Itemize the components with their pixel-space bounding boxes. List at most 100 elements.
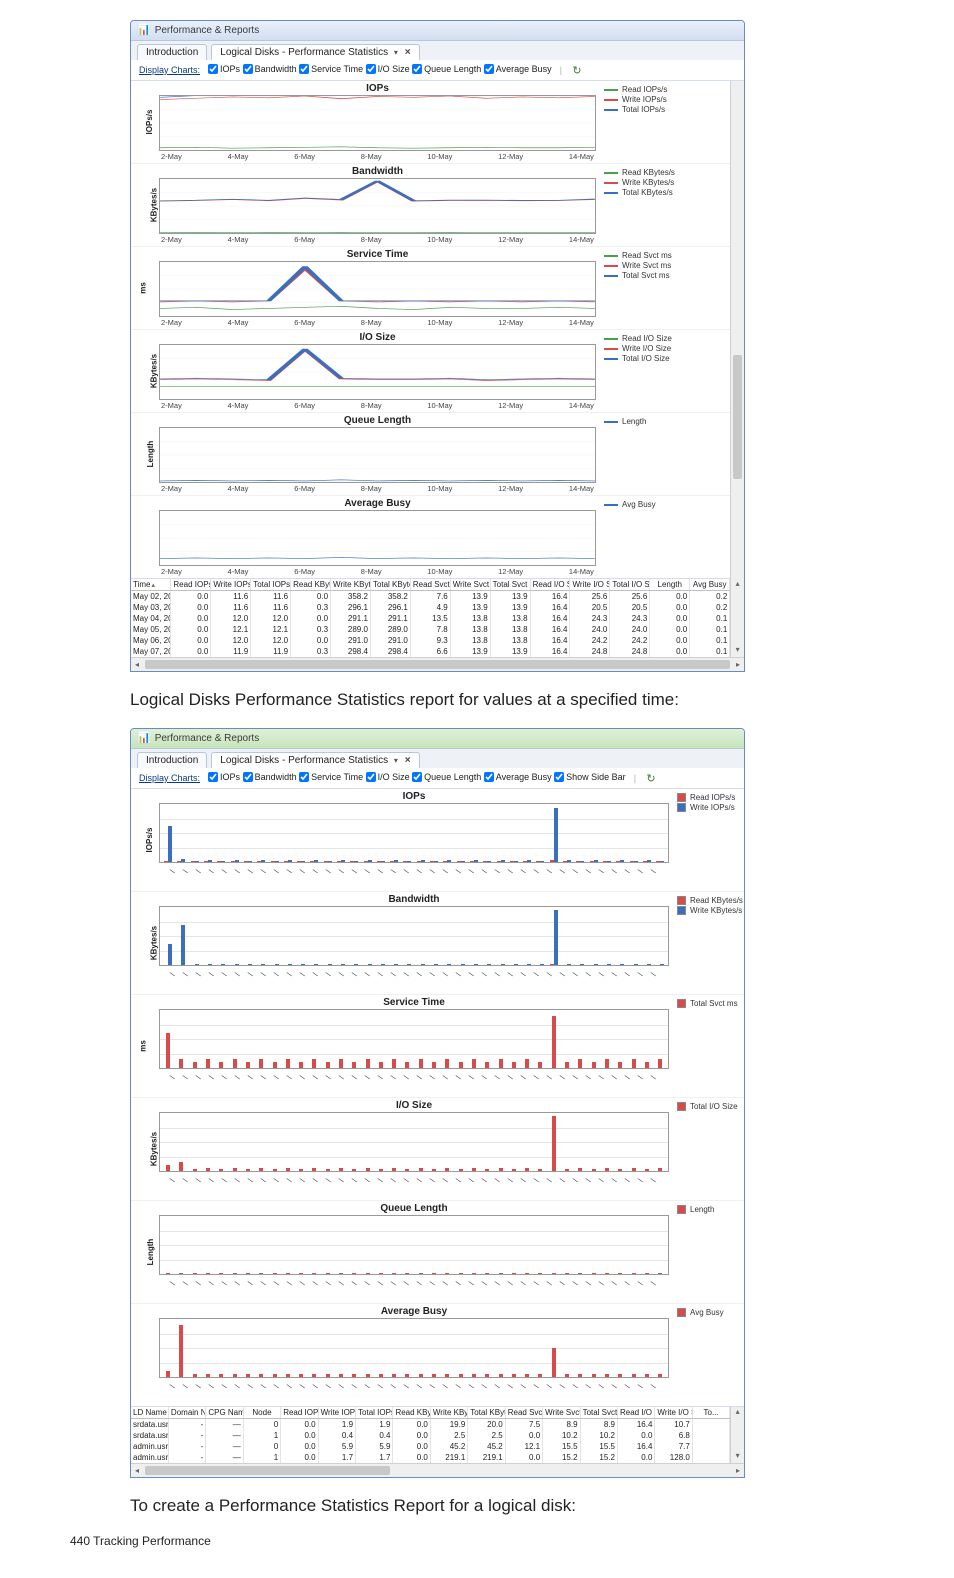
column-header[interactable]: Total KBytes/s — [468, 1407, 505, 1419]
table-row[interactable]: May 04, 2013 ...0.012.012.00.0291.1291.1… — [131, 613, 730, 624]
column-header[interactable]: Read KBytes/s — [393, 1407, 430, 1419]
y-axis-label: Length — [146, 441, 155, 468]
x-axis-ticks: |||||||||||||||||||||||||||||||||||||| — [159, 1378, 669, 1404]
legend-item: Write KBytes/s — [677, 906, 745, 915]
x-axis-ticks: |||||||||||||||||||||||||||||||||||||| — [159, 1275, 669, 1301]
toggle-iops[interactable]: IOPs — [208, 772, 240, 782]
legend: Read KBytes/sWrite KBytes/s — [673, 892, 745, 994]
table-row[interactable]: May 05, 2013 ...0.012.112.10.3289.0289.0… — [131, 624, 730, 635]
column-header[interactable]: Total I/O Size — [610, 579, 650, 591]
legend: Length — [673, 1201, 745, 1303]
column-header[interactable]: Read I/O Size — [530, 579, 570, 591]
column-header[interactable]: Read IOPs/s — [281, 1407, 318, 1419]
chart-plot — [159, 906, 669, 966]
column-header[interactable]: Node — [243, 1407, 280, 1419]
display-charts-label[interactable]: Display Charts: — [139, 65, 200, 75]
column-header[interactable]: Write I/O Size — [570, 579, 610, 591]
toggle-bandwidth[interactable]: Bandwidth — [243, 64, 297, 74]
table-row[interactable]: May 07, 2013 ...0.011.911.90.3298.4298.4… — [131, 646, 730, 657]
perf-window-a: 📊 Performance & Reports Introduction Log… — [130, 20, 745, 672]
chevron-down-icon[interactable]: ▾ — [394, 756, 398, 765]
chart-title: Service Time — [159, 249, 596, 260]
chart-plot — [159, 344, 596, 400]
column-header[interactable]: Write IOPs/s — [211, 579, 251, 591]
toggle-service-time[interactable]: Service Time — [299, 772, 363, 782]
close-icon[interactable]: × — [405, 47, 411, 58]
column-header[interactable]: Write Svct ms — [543, 1407, 580, 1419]
chevron-down-icon[interactable]: ▾ — [394, 48, 398, 57]
display-charts-label[interactable]: Display Charts: — [139, 773, 200, 783]
toggle-bandwidth[interactable]: Bandwidth — [243, 772, 297, 782]
column-header[interactable]: Domain Name — [168, 1407, 205, 1419]
y-axis-label: ms — [138, 1040, 147, 1052]
column-header[interactable]: Write Svct ms — [450, 579, 490, 591]
table-row[interactable]: May 06, 2013 ...0.012.012.00.0291.0291.0… — [131, 635, 730, 646]
column-header[interactable]: Write KBytes/s — [331, 579, 371, 591]
column-header[interactable]: Total IOPs/s — [356, 1407, 393, 1419]
chart-row-iops: IOPsIOPs/s||||||||||||||||||||||||||||||… — [131, 789, 745, 891]
toggle-average-busy[interactable]: Average Busy — [484, 64, 552, 74]
vertical-scrollbar[interactable] — [730, 81, 744, 579]
column-header[interactable]: Write I/O Size — [655, 1407, 692, 1419]
column-header[interactable]: Total Svct ms — [580, 1407, 617, 1419]
refresh-icon[interactable]: ↻ — [644, 771, 658, 785]
toggle-iops[interactable]: IOPs — [208, 64, 240, 74]
y-axis-label: IOPs/s — [145, 828, 154, 853]
table-row[interactable]: admin.usr.1-—10.01.71.70.0219.1219.10.01… — [131, 1452, 730, 1463]
y-axis-label: KBytes/s — [150, 188, 159, 222]
column-header[interactable]: Write IOPs/s — [318, 1407, 355, 1419]
column-header[interactable]: Total Svct ms — [490, 579, 530, 591]
chart-title: Queue Length — [159, 1203, 669, 1214]
legend-item: Write KBytes/s — [604, 178, 726, 187]
column-header[interactable]: Read Svct ms — [505, 1407, 542, 1419]
toggle-average-busy[interactable]: Average Busy — [484, 772, 552, 782]
tabs-row: Introduction Logical Disks - Performance… — [131, 749, 744, 768]
tab-logical-disks-perf-stats[interactable]: Logical Disks - Performance Statistics ▾… — [211, 752, 419, 768]
legend-item: Read Svct ms — [604, 251, 726, 260]
x-axis-ticks: 2-May4-May6-May8-May10-May12-May14-May — [159, 234, 596, 244]
toggle-service-time[interactable]: Service Time — [299, 64, 363, 74]
column-header[interactable]: Total KBytes/s — [370, 579, 410, 591]
toggle-i-o-size[interactable]: I/O Size — [366, 64, 410, 74]
column-header[interactable]: Length — [650, 579, 690, 591]
table-row[interactable]: May 03, 2013 ...0.011.611.60.3296.1296.1… — [131, 602, 730, 613]
column-header[interactable]: Read IOPs/s — [171, 579, 211, 591]
toggle-show-side-bar[interactable]: Show Side Bar — [554, 772, 626, 782]
legend-item: Total IOPs/s — [604, 105, 726, 114]
table-vertical-scrollbar[interactable]: ▴▾ — [730, 579, 744, 657]
chart-row-i-o-size: I/O SizeKBytes/s||||||||||||||||||||||||… — [131, 1097, 745, 1200]
table-row[interactable]: admin.usr.0-—00.05.95.90.045.245.212.115… — [131, 1441, 730, 1452]
chart-plot — [159, 803, 669, 863]
horizontal-scrollbar[interactable]: ◂ ▸ — [131, 657, 744, 671]
chart-title: IOPs — [159, 83, 596, 94]
column-header[interactable]: Avg Busy — [690, 579, 730, 591]
legend-item: Read IOPs/s — [677, 793, 745, 802]
column-header[interactable]: To... — [692, 1407, 729, 1419]
column-header[interactable]: Total IOPs/s — [251, 579, 291, 591]
column-header[interactable]: LD Name — [131, 1407, 168, 1419]
table-row[interactable]: srdata.usr.0-—00.01.91.90.019.920.07.58.… — [131, 1419, 730, 1431]
table-vertical-scrollbar[interactable]: ▴▾ — [730, 1407, 744, 1463]
legend-item: Total Svct ms — [677, 999, 745, 1008]
table-row[interactable]: srdata.usr.1-—10.00.40.40.02.52.50.010.2… — [131, 1430, 730, 1441]
column-header[interactable]: Write KBytes/s — [430, 1407, 467, 1419]
toggle-queue-length[interactable]: Queue Length — [412, 64, 481, 74]
legend: Read I/O SizeWrite I/O SizeTotal I/O Siz… — [600, 330, 730, 412]
toggle-i-o-size[interactable]: I/O Size — [366, 772, 410, 782]
column-header[interactable]: Read I/O Size — [617, 1407, 654, 1419]
close-icon[interactable]: × — [405, 755, 411, 766]
toggle-queue-length[interactable]: Queue Length — [412, 772, 481, 782]
chart-row-iops: IOPsIOPs/s2-May4-May6-May8-May10-May12-M… — [131, 81, 730, 163]
column-header[interactable]: Read Svct ms — [410, 579, 450, 591]
column-header[interactable]: CPG Name — [206, 1407, 243, 1419]
horizontal-scrollbar[interactable]: ◂ ▸ — [131, 1463, 744, 1477]
refresh-icon[interactable]: ↻ — [570, 63, 584, 77]
legend: Read IOPs/sWrite IOPs/sTotal IOPs/s — [600, 81, 730, 163]
x-axis-ticks: |||||||||||||||||||||||||||||||||||||| — [159, 1172, 669, 1198]
tab-logical-disks-perf-stats[interactable]: Logical Disks - Performance Statistics ▾… — [211, 44, 419, 60]
column-header[interactable]: Time▴ — [131, 579, 171, 591]
tab-introduction[interactable]: Introduction — [137, 44, 207, 60]
table-row[interactable]: May 02, 2013 ...0.011.611.60.0358.2358.2… — [131, 591, 730, 603]
tab-introduction[interactable]: Introduction — [137, 752, 207, 768]
column-header[interactable]: Read KBytes/s — [291, 579, 331, 591]
